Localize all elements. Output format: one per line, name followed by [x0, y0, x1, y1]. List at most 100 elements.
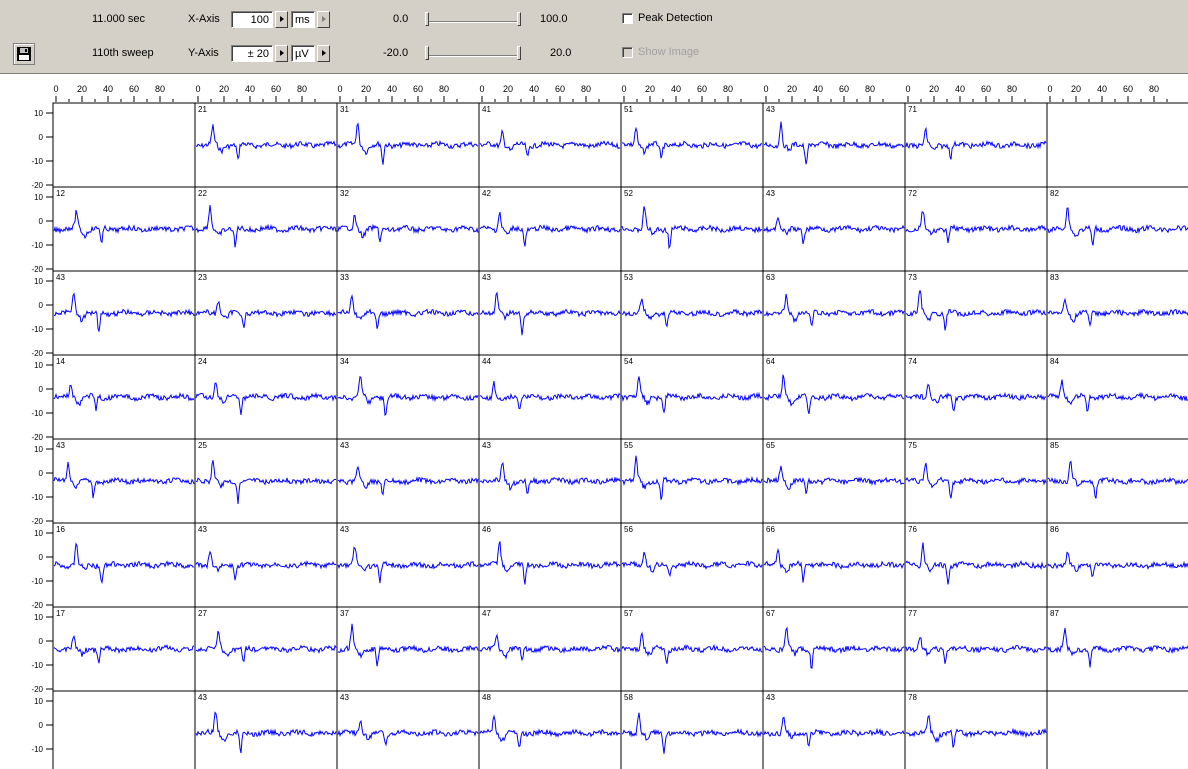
sweep-cell: [904, 270, 1048, 356]
sweep-trace: [763, 121, 905, 165]
channel-label: 43: [198, 525, 207, 534]
sweep-trace: [905, 637, 1047, 664]
sweep-cell: [1046, 438, 1188, 524]
sweep-trace: [195, 300, 337, 328]
y-range-min: -20.0: [383, 47, 409, 59]
sweep-trace: [905, 126, 1047, 160]
x-tick-label: 20: [1071, 84, 1081, 94]
x-tick-label: 80: [723, 84, 733, 94]
sweep-trace: [905, 714, 1047, 748]
y-tick-label: 0: [39, 637, 44, 646]
x-tick-label: 40: [245, 84, 255, 94]
sweep-cell: [762, 354, 906, 440]
sweep-trace: [53, 461, 195, 499]
sweep-cell: [1046, 690, 1188, 769]
y-axis-label: Y-Axis: [188, 47, 219, 59]
channel-label: 43: [482, 273, 491, 282]
x-tick-label: 60: [129, 84, 139, 94]
channel-label: 43: [766, 189, 775, 198]
x-range-slider[interactable]: [423, 11, 523, 28]
sweep-trace: [337, 623, 479, 667]
peak-detection-label[interactable]: Peak Detection: [638, 12, 713, 24]
sweep-cell: [1046, 186, 1188, 272]
y-unit-field[interactable]: µV: [291, 45, 315, 62]
sweep-cell: [620, 606, 764, 692]
peak-detection-checkbox[interactable]: [622, 13, 633, 24]
sweep-trace: [1047, 627, 1188, 668]
channel-label: 44: [482, 357, 491, 366]
sweep-trace: [479, 128, 621, 157]
sweep-trace: [621, 712, 763, 754]
sweep-trace: [1047, 460, 1188, 499]
x-range-min-handle[interactable]: [425, 12, 429, 26]
sweep-trace: [337, 546, 479, 584]
channel-label: 77: [908, 609, 917, 618]
channel-label: 33: [340, 273, 349, 282]
y-tick-label: 10: [34, 361, 43, 370]
channel-label: 82: [1050, 189, 1059, 198]
channel-label: 43: [340, 693, 349, 702]
y-range-min-handle[interactable]: [425, 46, 429, 60]
channel-label: 83: [1050, 273, 1059, 282]
sweep-readout: 110th sweep: [92, 47, 154, 59]
sweep-cell: [336, 522, 480, 608]
x-tick-label: 40: [529, 84, 539, 94]
sweep-cell: [478, 522, 622, 608]
show-image-checkbox[interactable]: [622, 47, 633, 58]
x-tick-label: 0: [53, 84, 58, 94]
sweep-trace: [337, 375, 479, 417]
x-unit-field[interactable]: ms: [291, 11, 315, 28]
y-unit-spin-button[interactable]: [317, 45, 330, 62]
y-tick-label: 10: [34, 109, 43, 118]
toolbar: 11.000 sec 110th sweep X-Axis Y-Axis 100…: [0, 0, 1188, 74]
sweep-trace: [621, 126, 763, 159]
x-range-max-handle[interactable]: [517, 12, 521, 26]
sweep-cell: [194, 690, 338, 769]
channel-label: 71: [908, 105, 917, 114]
save-button[interactable]: [13, 43, 35, 65]
sweep-trace: [905, 462, 1047, 499]
x-scale-field[interactable]: 100: [231, 11, 273, 28]
sweep-trace: [763, 293, 905, 327]
sweep-trace: [195, 124, 337, 161]
channel-label: 22: [198, 189, 207, 198]
sweep-trace: [1047, 551, 1188, 578]
x-tick-label: 40: [671, 84, 681, 94]
x-tick-label: 20: [77, 84, 87, 94]
x-range-max: 100.0: [540, 13, 568, 25]
y-range-max-handle[interactable]: [517, 46, 521, 60]
channel-label: 53: [624, 273, 633, 282]
x-tick-label: 60: [555, 84, 565, 94]
sweep-trace: [621, 455, 763, 500]
y-scale-field[interactable]: ± 20: [231, 45, 273, 62]
y-tick-label: 10: [34, 697, 43, 706]
sweep-trace: [337, 214, 479, 243]
channel-label: 31: [340, 105, 349, 114]
x-scale-spin-button[interactable]: [275, 11, 288, 28]
sweep-trace: [195, 550, 337, 581]
sweep-cell: [52, 186, 196, 272]
channel-label: 65: [766, 441, 775, 450]
channel-label: 57: [624, 609, 633, 618]
y-range-slider[interactable]: [423, 45, 523, 62]
channel-label: 55: [624, 441, 633, 450]
sweep-trace: [621, 298, 763, 328]
y-tick-label: -20: [31, 181, 43, 190]
y-tick-label: 10: [34, 277, 43, 286]
x-axis-label: X-Axis: [188, 13, 220, 25]
sweep-trace: [195, 630, 337, 663]
channel-label: 27: [198, 609, 207, 618]
x-range-min: 0.0: [393, 13, 409, 25]
channel-label: 41: [482, 105, 491, 114]
channel-label: 75: [908, 441, 917, 450]
sweep-trace: [621, 206, 763, 250]
sweep-trace: [1047, 207, 1188, 246]
channel-label: 76: [908, 525, 917, 534]
sweep-cell: [336, 690, 480, 769]
channel-label: 37: [340, 609, 349, 618]
sweep-trace: [763, 465, 905, 494]
x-unit-spin-button[interactable]: [317, 11, 330, 28]
x-tick-label: 40: [1097, 84, 1107, 94]
sweep-trace: [1047, 379, 1188, 413]
y-scale-spin-button[interactable]: [275, 45, 288, 62]
